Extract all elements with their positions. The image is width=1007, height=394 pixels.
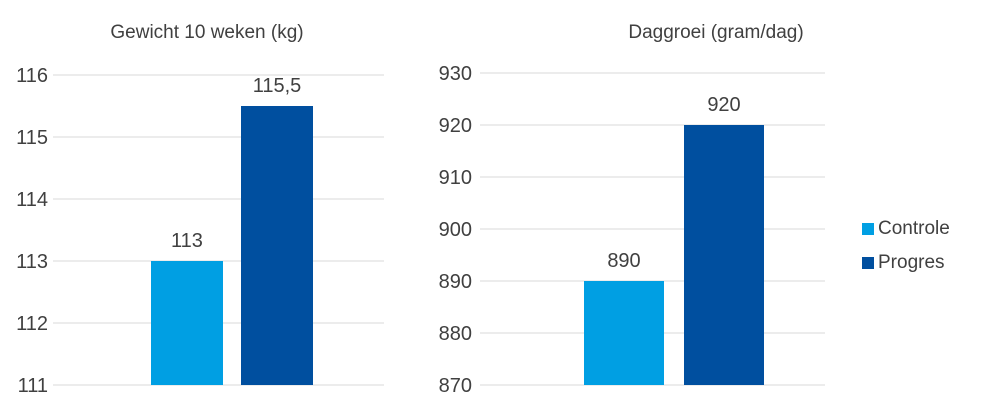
bar-progres (241, 106, 313, 385)
y-tick-label: 930 (439, 63, 472, 85)
y-tick-label: 112 (16, 313, 48, 335)
legend-item-progres: Progres (862, 251, 950, 275)
data-label-progres: 115,5 (253, 75, 302, 97)
y-tick-label: 880 (439, 323, 472, 345)
bar-progres (684, 125, 764, 385)
data-label-progres: 920 (707, 94, 740, 116)
y-tick-label: 111 (18, 375, 48, 394)
legend-label-progres: Progres (878, 252, 945, 273)
y-tick-label: 900 (439, 219, 472, 241)
y-tick-label: 114 (16, 189, 48, 211)
chart-title: Gewicht 10 weken (kg) (110, 22, 303, 43)
weight-chart: 111 112 113 114 115 116 Gewicht 10 weken (kg) 1… (16, 22, 384, 394)
y-tick-label: 115 (16, 127, 48, 149)
y-tick-label: 890 (439, 271, 472, 293)
legend-item-controle: Controle (862, 217, 950, 241)
growth-chart: 870 880 890 900 910 920 930 Daggroei (gram/dag)… (439, 22, 825, 394)
legend-swatch-progres (862, 257, 874, 269)
legend-label-controle: Controle (878, 218, 950, 239)
y-tick-label: 116 (16, 65, 48, 87)
y-tick-label: 870 (439, 375, 472, 394)
y-tick-label: 113 (16, 251, 48, 273)
bar-controle (584, 281, 664, 385)
y-tick-label: 910 (439, 167, 472, 189)
data-label-controle: 113 (171, 230, 203, 252)
bar-controle (151, 261, 223, 385)
chart-title: Daggroei (gram/dag) (628, 22, 803, 43)
data-label-controle: 890 (607, 250, 640, 272)
y-tick-label: 920 (439, 115, 472, 137)
legend: Controle Progres (862, 217, 950, 285)
legend-swatch-controle (862, 223, 874, 235)
